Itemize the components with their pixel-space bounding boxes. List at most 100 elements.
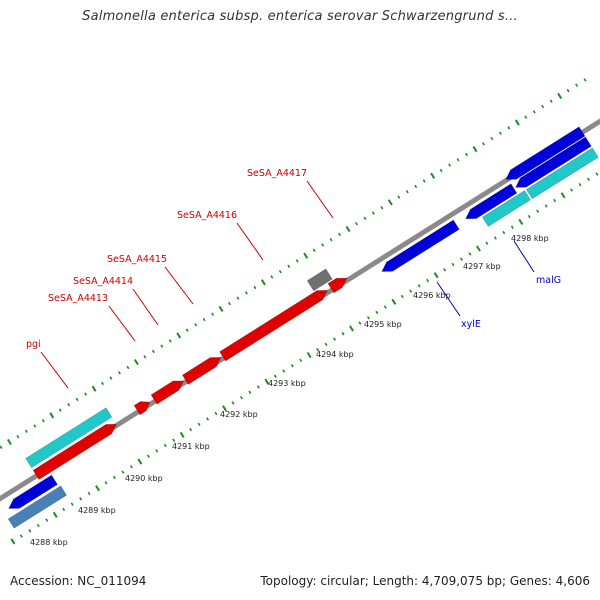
tick-mark <box>160 344 164 348</box>
tick-mark <box>400 294 404 299</box>
tick-mark <box>306 351 312 359</box>
tick-mark <box>345 225 351 233</box>
malg-gene-arrow[interactable] <box>515 136 592 188</box>
tick-mark <box>472 146 478 153</box>
label-leader-line <box>306 180 334 219</box>
tick-mark <box>553 198 557 203</box>
tick-mark <box>163 443 167 448</box>
malg-teal-feature[interactable] <box>481 190 531 227</box>
tick-mark <box>287 264 291 268</box>
scale-label: 4292 kbp <box>220 410 258 419</box>
xyle-gene-arrow[interactable] <box>381 219 460 272</box>
map-title: Salmonella enterica subsp. enterica sero… <box>82 9 518 24</box>
tick-mark <box>218 305 224 312</box>
tick-mark <box>151 349 155 354</box>
sesa-a4414-gene-arrow[interactable] <box>150 380 185 405</box>
tick-mark <box>507 126 511 130</box>
tick-mark <box>253 285 257 290</box>
gene-label[interactable]: SeSA_A4413 <box>48 293 108 304</box>
tick-mark <box>578 182 582 187</box>
tick-mark <box>222 405 227 412</box>
label-leader-line <box>40 351 69 389</box>
tick-mark <box>264 378 270 385</box>
tick-mark <box>79 497 83 501</box>
reverse-gene-arrow[interactable] <box>8 474 58 509</box>
tick-mark <box>211 312 215 316</box>
tick-mark <box>28 529 32 533</box>
scale-label: 4297 kbp <box>463 262 501 271</box>
tick-mark <box>570 188 574 192</box>
tick-mark <box>137 458 143 465</box>
tick-mark <box>244 291 248 295</box>
tick-mark <box>260 279 266 286</box>
tick-mark <box>481 142 485 146</box>
tick-mark <box>316 348 320 352</box>
gene-label[interactable]: SeSA_A4415 <box>107 254 167 265</box>
tick-mark <box>45 518 49 522</box>
gene-label[interactable]: xylE <box>461 319 481 330</box>
pgi-gene-arrow[interactable] <box>32 423 117 480</box>
tick-mark <box>448 163 452 167</box>
reverse-gene-arrow[interactable] <box>465 183 518 220</box>
tick-mark <box>36 523 40 528</box>
gene-label[interactable]: malG <box>536 275 561 286</box>
tick-mark <box>214 411 218 416</box>
gene-label[interactable]: SeSA_A4414 <box>73 276 133 287</box>
tick-mark <box>371 211 375 215</box>
tick-mark <box>391 298 397 305</box>
tick-mark <box>84 392 88 396</box>
feature-track[interactable] <box>7 126 599 529</box>
tick-mark <box>387 199 393 206</box>
tick-mark <box>67 403 71 407</box>
gene-label[interactable]: pgi <box>26 339 41 350</box>
tick-mark <box>439 168 443 173</box>
tick-mark <box>465 152 468 157</box>
tick-mark <box>19 534 23 538</box>
tick-mark <box>549 99 553 103</box>
tick-mark <box>460 257 463 261</box>
reverse-gene-arrow[interactable] <box>505 126 586 180</box>
tick-mark <box>349 325 354 332</box>
tick-mark <box>133 359 139 366</box>
label-leader-line <box>132 288 159 326</box>
tick-mark <box>206 417 210 421</box>
tick-mark <box>185 328 189 332</box>
gene-label[interactable]: SeSA_A4416 <box>177 210 237 221</box>
tick-mark <box>380 206 384 210</box>
tick-mark <box>10 538 16 545</box>
sesa-a4416-gene-arrow[interactable] <box>219 290 329 362</box>
sesa-a4413-gene-arrow[interactable] <box>133 401 151 416</box>
tick-mark <box>248 390 252 395</box>
tick-mark <box>112 475 116 480</box>
tick-mark <box>324 342 328 347</box>
pgi-teal-feature[interactable] <box>25 407 113 469</box>
tick-mark <box>498 131 502 135</box>
tick-mark <box>557 92 563 99</box>
tick-mark <box>426 278 430 283</box>
sesa-a4417-gene-arrow[interactable] <box>327 277 348 294</box>
tick-mark <box>104 481 108 485</box>
tick-mark <box>430 172 436 179</box>
sesa-a4415-gene-arrow[interactable] <box>181 357 222 385</box>
teal-feature[interactable] <box>525 147 599 200</box>
tick-mark <box>126 365 130 370</box>
tick-mark <box>433 272 439 279</box>
tick-mark <box>121 470 125 474</box>
sesa-a4417-grey-feature[interactable] <box>306 268 333 292</box>
scale-label: 4288 kbp <box>30 538 68 547</box>
tick-mark <box>510 225 514 229</box>
tick-mark <box>338 232 342 237</box>
tick-mark <box>363 216 367 221</box>
tick-mark <box>49 412 55 419</box>
tick-mark <box>476 245 481 252</box>
steel-feature[interactable] <box>7 485 67 529</box>
gene-label[interactable]: SeSA_A4417 <box>247 168 307 179</box>
tick-mark <box>197 422 201 426</box>
tick-mark <box>303 252 309 259</box>
tick-mark <box>231 401 235 405</box>
tick-mark <box>172 438 176 442</box>
scale-label: 4290 kbp <box>125 474 163 483</box>
tick-mark <box>228 301 231 306</box>
tick-mark <box>312 248 316 252</box>
